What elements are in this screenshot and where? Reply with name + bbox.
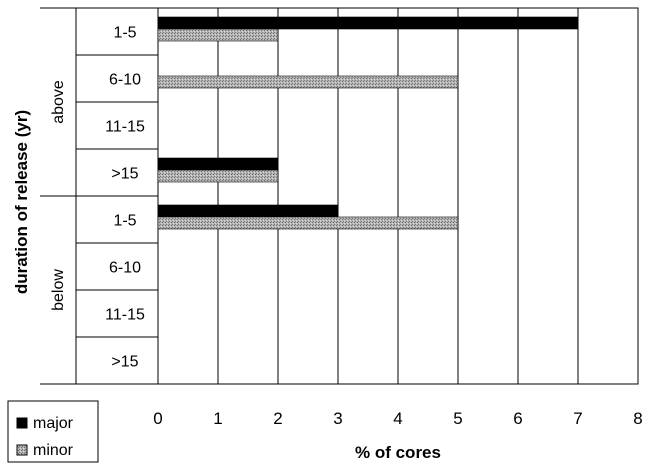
- bar-minor: [157, 216, 459, 230]
- category-label: 11-15: [105, 119, 145, 136]
- bar-minor: [157, 169, 279, 183]
- category-label: 11-15: [105, 307, 145, 324]
- x-tick-label: 4: [393, 409, 402, 428]
- category-label: 1-5: [113, 213, 136, 230]
- category-label: >15: [111, 166, 138, 183]
- legend: major minor: [7, 400, 99, 463]
- x-tick-label: 2: [273, 409, 282, 428]
- group-labels: above below: [50, 80, 67, 311]
- category-label: 6-10: [109, 260, 141, 277]
- legend-label-minor: minor: [33, 442, 74, 459]
- x-tick-labels: 0 1 2 3 4 5 6 7 8: [153, 409, 642, 428]
- x-tick-label: 6: [513, 409, 522, 428]
- bar-minor: [157, 28, 279, 42]
- legend-swatch-minor: [16, 444, 28, 456]
- legend-frame: [7, 400, 99, 463]
- x-tick-label: 0: [153, 409, 162, 428]
- group-label: above: [50, 80, 67, 124]
- bar-major: [157, 157, 279, 171]
- x-tick-label: 3: [333, 409, 342, 428]
- category-label: 6-10: [109, 72, 141, 89]
- plot-frame: [40, 7, 639, 385]
- bar-major: [157, 16, 579, 30]
- bar-minor: [157, 75, 459, 89]
- legend-swatch-major: [16, 417, 28, 429]
- bar-major: [157, 204, 339, 218]
- x-axis-title: % of cores: [355, 443, 441, 462]
- y-axis-title: duration of release (yr): [12, 110, 31, 294]
- group-label: below: [50, 269, 67, 311]
- x-tick-label: 5: [453, 409, 462, 428]
- category-label: >15: [111, 354, 138, 371]
- x-tick-label: 7: [573, 409, 582, 428]
- gridlines: [217, 8, 579, 384]
- bars: [157, 16, 579, 230]
- category-label: 1-5: [113, 25, 136, 42]
- category-labels: 1-5 6-10 11-15 >15 1-5 6-10 11-15 >15: [105, 25, 145, 371]
- x-tick-label: 8: [633, 409, 642, 428]
- x-tick-label: 1: [213, 409, 222, 428]
- legend-label-major: major: [33, 415, 74, 432]
